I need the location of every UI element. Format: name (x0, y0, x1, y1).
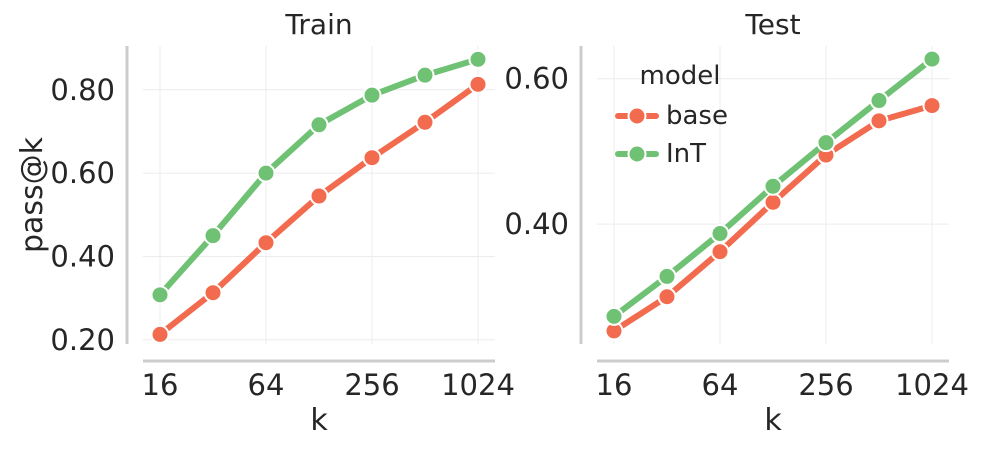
y-tick-label: 0.40 (50, 239, 115, 273)
panel-test: Test 16 64 256 1024 0.40 0.60 k model base InT (504, 8, 968, 438)
series-int (150, 49, 488, 305)
legend-label: InT (666, 139, 706, 169)
x-tick-label: 64 (702, 368, 739, 402)
x-tick-label: 1024 (895, 368, 969, 402)
data-point (203, 226, 223, 246)
data-point (468, 49, 488, 69)
data-point (657, 266, 677, 286)
data-point (604, 306, 624, 326)
x-axis-label: k (310, 403, 328, 438)
data-point (710, 242, 730, 262)
legend-marker (627, 144, 647, 164)
x-tick-label: 16 (142, 368, 179, 402)
series-base (150, 74, 488, 344)
data-point (869, 91, 889, 111)
series-line (157, 56, 481, 298)
data-point (922, 96, 942, 116)
data-point (309, 186, 329, 206)
data-point (468, 74, 488, 94)
data-point (763, 176, 783, 196)
x-tick-label: 256 (344, 368, 399, 402)
legend-title: model (640, 61, 721, 91)
data-point (710, 224, 730, 244)
chart-title: Train (284, 8, 352, 41)
data-point (203, 283, 223, 303)
x-tick-label: 64 (248, 368, 285, 402)
y-tick-label: 0.80 (50, 73, 115, 107)
data-point (869, 111, 889, 131)
y-tick-label: 0.60 (504, 62, 569, 96)
y-tick-label: 0.40 (504, 207, 569, 241)
data-point (763, 192, 783, 212)
series-int (604, 49, 942, 326)
x-tick-label: 16 (596, 368, 633, 402)
y-tick-label: 0.60 (50, 156, 115, 190)
data-point (256, 233, 276, 253)
data-point (415, 65, 435, 85)
x-axis-label: k (764, 403, 782, 438)
panel-train: Train 16 64 256 1024 0.20 0.40 0.60 0.80 k pass@k (15, 8, 515, 438)
data-point (256, 163, 276, 183)
data-point (362, 148, 382, 168)
data-point (816, 133, 836, 153)
x-tick-label: 1024 (441, 368, 515, 402)
data-point (150, 324, 170, 344)
data-point (309, 115, 329, 135)
data-point (657, 287, 677, 307)
data-point (922, 49, 942, 69)
data-point (415, 112, 435, 132)
y-tick-label: 0.20 (50, 323, 115, 357)
legend: model base InT (615, 61, 728, 169)
legend-marker (627, 106, 647, 126)
series-base (604, 96, 942, 341)
legend-label: base (666, 101, 728, 131)
chart-title: Test (744, 8, 800, 41)
data-point (150, 285, 170, 305)
x-tick-label: 256 (798, 368, 853, 402)
y-axis-label: pass@k (15, 136, 50, 253)
data-point (362, 85, 382, 105)
